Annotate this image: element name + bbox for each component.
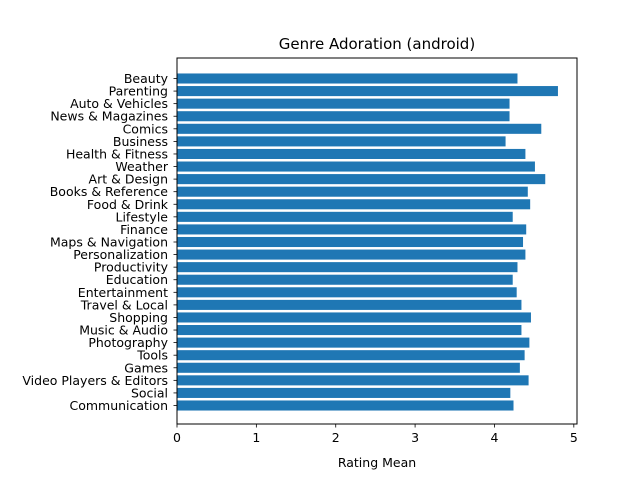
y-tick-label-productivity: Productivity xyxy=(94,260,169,275)
bar-comics xyxy=(177,123,542,134)
y-tick-label-tools: Tools xyxy=(136,348,168,363)
y-tick-label-video-players-editors: Video Players & Editors xyxy=(22,373,168,388)
bar-beauty xyxy=(177,73,518,84)
bar-maps-navigation xyxy=(177,236,524,248)
y-tick-label-business: Business xyxy=(113,134,168,149)
bar-books-reference xyxy=(177,186,528,197)
bar-productivity xyxy=(177,262,518,273)
bar-communication xyxy=(177,400,514,411)
y-tick-label-photography: Photography xyxy=(88,335,168,350)
x-tick-label-3: 3 xyxy=(411,430,419,445)
bar-weather xyxy=(177,161,535,172)
bar-social xyxy=(177,387,511,398)
bar-education xyxy=(177,274,513,285)
plot-frame xyxy=(176,57,578,425)
bar-games xyxy=(177,362,520,373)
x-tick-label-5: 5 xyxy=(570,430,578,445)
y-tick-label-art-design: Art & Design xyxy=(89,172,168,187)
y-tick-label-education: Education xyxy=(106,272,168,287)
y-tick-label-lifestyle: Lifestyle xyxy=(115,209,168,224)
x-tick-label-4: 4 xyxy=(490,430,498,445)
y-tick-label-food-drink: Food & Drink xyxy=(87,197,169,212)
x-tick-label-1: 1 xyxy=(252,430,260,445)
y-tick-label-personalization: Personalization xyxy=(73,247,168,262)
bar-art-design xyxy=(177,174,546,185)
y-tick-label-entertainment: Entertainment xyxy=(78,285,168,300)
y-tick-label-parenting: Parenting xyxy=(109,84,168,99)
y-tick-label-beauty: Beauty xyxy=(124,71,169,86)
bar-finance xyxy=(177,224,527,235)
bar-entertainment xyxy=(177,287,517,298)
bar-parenting xyxy=(177,86,558,97)
y-tick-label-news-magazines: News & Magazines xyxy=(50,109,168,124)
bar-auto-vehicles xyxy=(177,98,510,109)
chart-title: Genre Adoration (android) xyxy=(279,35,475,53)
bar-travel-local xyxy=(177,299,522,310)
y-tick-label-finance: Finance xyxy=(120,222,168,237)
bar-health-fitness xyxy=(177,148,526,159)
y-tick-label-books-reference: Books & Reference xyxy=(50,184,169,199)
y-tick-label-communication: Communication xyxy=(69,398,168,413)
bar-shopping xyxy=(177,312,531,323)
bars-group xyxy=(177,73,558,411)
bar-food-drink xyxy=(177,199,531,210)
bar-photography xyxy=(177,337,530,348)
y-tick-label-social: Social xyxy=(131,385,168,400)
x-tick-label-2: 2 xyxy=(332,430,340,445)
bar-news-magazines xyxy=(177,111,510,122)
x-axis-label: Rating Mean xyxy=(338,455,416,470)
x-tick-label-0: 0 xyxy=(173,430,181,445)
y-tick-label-weather: Weather xyxy=(115,159,168,174)
y-tick-label-maps-navigation: Maps & Navigation xyxy=(50,235,168,250)
bar-lifestyle xyxy=(177,211,513,222)
bar-tools xyxy=(177,350,525,361)
y-tick-label-travel-local: Travel & Local xyxy=(80,297,168,312)
bar-video-players-editors xyxy=(177,375,529,386)
y-tick-label-auto-vehicles: Auto & Vehicles xyxy=(70,96,168,111)
bar-business xyxy=(177,136,506,147)
bar-personalization xyxy=(177,249,526,260)
y-tick-label-health-fitness: Health & Fitness xyxy=(66,146,168,161)
y-tick-label-comics: Comics xyxy=(123,121,168,136)
y-tick-label-shopping: Shopping xyxy=(109,310,168,325)
bar-music-audio xyxy=(177,325,522,336)
x-ticks: 0 1 2 3 4 5 xyxy=(173,424,578,445)
y-tick-label-music-audio: Music & Audio xyxy=(79,323,168,338)
y-tick-label-games: Games xyxy=(124,360,168,375)
